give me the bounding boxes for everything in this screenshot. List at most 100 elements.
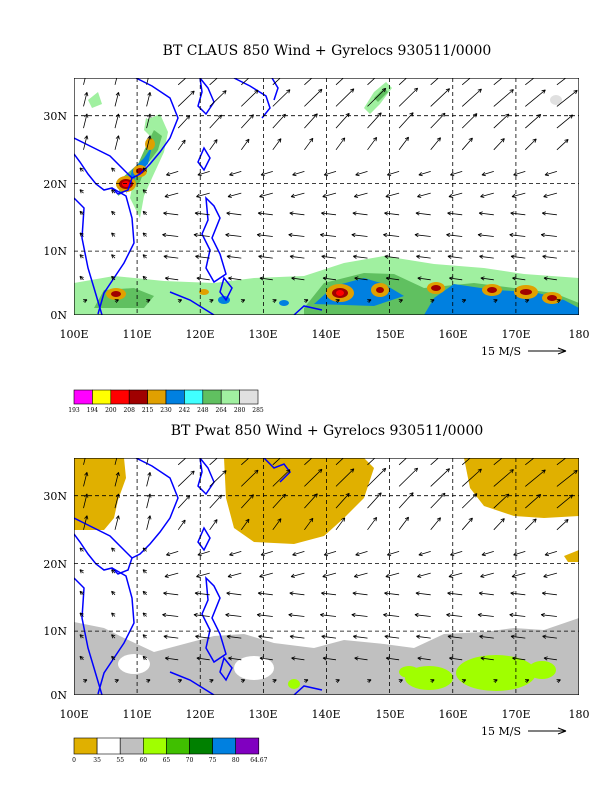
top-wind-arrow	[385, 276, 400, 281]
top-wind-arrow	[319, 232, 337, 238]
bottom-wind-arrow	[543, 572, 558, 578]
bottom-wind-arrow	[163, 591, 179, 596]
top-wind-arrow	[79, 254, 84, 259]
top-wind-arrow	[114, 299, 119, 304]
top-wind-arrow	[398, 87, 419, 107]
top-wind-arrow	[142, 275, 147, 281]
top-wind-arrow	[384, 211, 400, 216]
top-wind-arrow	[111, 275, 116, 281]
bottom-wind-arrow	[79, 655, 84, 661]
top-wind-arrow	[556, 114, 574, 129]
bottom-wind-arrow	[481, 551, 494, 557]
bottom-colorbar-swatch	[143, 737, 167, 755]
top-wind-arrow	[461, 88, 482, 107]
top-wind-arrow	[177, 299, 183, 304]
top-wind-arrow	[556, 78, 567, 86]
bottom-wind-arrow	[272, 518, 282, 531]
top-wind-arrow	[448, 192, 463, 198]
bottom-wind-arrow	[114, 679, 119, 684]
bottom-wind-arrow	[111, 547, 116, 552]
top-colorbar-label: 208	[123, 407, 135, 414]
bottom-vector-scale-label: 15 M/S	[481, 725, 521, 738]
top-wind-vectors	[79, 78, 578, 304]
bottom-wind-arrow	[430, 458, 440, 466]
bottom-y-tick-label: 20N	[43, 558, 67, 571]
bottom-x-tick-label: 100E	[59, 708, 88, 721]
bottom-colorbar-label: 75	[209, 757, 217, 764]
bottom-colorbar-swatch	[235, 737, 260, 755]
bottom-wind-arrow	[193, 612, 210, 618]
top-wind-arrow	[367, 78, 376, 86]
top-wind-arrow	[227, 192, 242, 198]
bottom-wind-arrow	[226, 634, 242, 639]
bottom-wind-arrow	[79, 634, 84, 639]
top-vector-scale-label: 15 M/S	[481, 345, 521, 358]
top-wind-arrow	[209, 139, 218, 151]
bottom-wind-arrow	[79, 547, 84, 552]
bottom-wind-arrow	[196, 572, 210, 578]
bottom-wind-arrow	[146, 679, 151, 684]
top-wind-arrow	[197, 171, 210, 177]
top-wind-arrow	[414, 232, 431, 238]
top-colorbar-swatch	[220, 389, 240, 405]
top-wind-arrow	[259, 276, 273, 281]
top-wind-arrow	[83, 135, 89, 150]
top-wind-arrow	[304, 299, 309, 304]
top-coastlines	[74, 78, 323, 315]
top-x-axis: 100E 110E 120E 130E 140E 150E 160E 170E …	[59, 328, 589, 341]
top-wind-arrow	[146, 92, 152, 107]
bottom-wind-arrow	[493, 469, 514, 487]
bottom-wind-arrow	[83, 458, 86, 465]
bottom-wind-arrow	[556, 469, 578, 487]
bottom-wind-arrow	[353, 572, 368, 578]
top-wind-arrow	[384, 254, 400, 259]
top-wind-arrow	[430, 88, 450, 107]
bottom-wind-arrow	[142, 612, 147, 617]
bottom-wind-arrow	[446, 612, 463, 618]
top-grid	[74, 78, 579, 315]
top-colorbar-label: 242	[179, 407, 191, 414]
top-wind-arrow	[79, 232, 84, 237]
top-wind-arrow	[258, 254, 273, 259]
top-wind-arrow	[335, 78, 344, 86]
top-wind-arrow	[322, 276, 337, 281]
bottom-wind-arrow	[260, 551, 273, 557]
top-wind-arrow	[209, 78, 218, 86]
top-wind-arrow	[240, 138, 250, 151]
top-wind-arrow	[430, 78, 440, 86]
top-wind-arrow	[322, 192, 337, 198]
bottom-wind-arrow	[304, 517, 314, 531]
bottom-wind-arrow	[461, 679, 467, 684]
top-wind-arrow	[352, 254, 368, 259]
top-wind-arrow	[510, 211, 526, 216]
top-wind-arrow	[480, 192, 494, 198]
bottom-wind-arrow	[226, 591, 242, 596]
top-wind-arrow	[228, 276, 242, 281]
bottom-wind-arrow	[240, 518, 250, 531]
top-wind-arrow	[79, 210, 84, 216]
top-wind-arrow	[177, 78, 187, 86]
top-wind-arrow	[209, 114, 223, 129]
top-x-tick-label: 160E	[438, 328, 467, 341]
top-wind-arrow	[289, 254, 305, 259]
top-colorbar-label: 264	[215, 407, 227, 414]
bottom-wind-arrow	[430, 517, 441, 531]
top-wind-arrow	[430, 112, 446, 129]
bottom-wind-arrow	[556, 519, 569, 531]
bottom-wind-arrow	[323, 551, 337, 557]
bottom-wind-arrow	[335, 458, 344, 466]
bottom-wind-arrow	[142, 634, 147, 639]
top-x-tick-label: 120E	[185, 328, 214, 341]
top-colorbar-label: 280	[234, 407, 246, 414]
top-wind-arrow	[461, 113, 478, 129]
bottom-wind-arrow	[111, 590, 116, 596]
top-wind-arrow	[398, 112, 414, 129]
top-wind-arrow	[257, 211, 273, 216]
bottom-wind-arrow	[510, 634, 526, 639]
bottom-wind-arrow	[229, 551, 242, 557]
bottom-wind-arrow	[414, 612, 431, 618]
top-wind-arrow	[260, 171, 273, 177]
top-wind-arrow	[142, 254, 147, 259]
bottom-wind-arrow	[367, 458, 376, 466]
top-wind-arrow	[146, 299, 151, 304]
